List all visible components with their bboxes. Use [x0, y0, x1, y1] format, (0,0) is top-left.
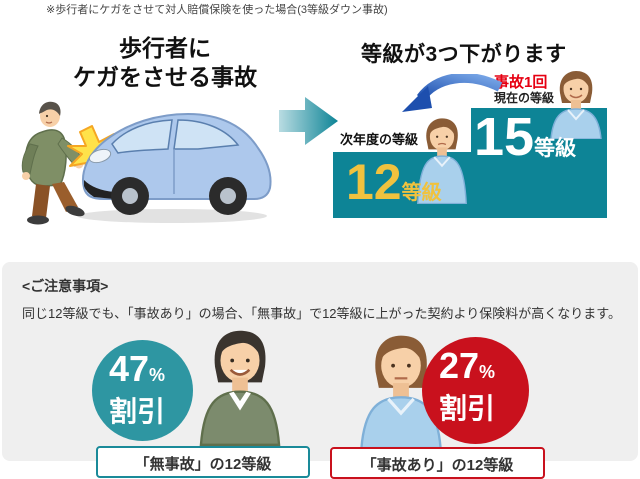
- with-accident-percent: 27: [439, 345, 480, 386]
- with-accident-discount-label: 割引: [439, 393, 496, 424]
- no-accident-discount-text: 47% 割引: [109, 349, 165, 428]
- accident-illustration: [21, 101, 272, 225]
- accident-title-line2: ケガをさせる事故: [73, 64, 257, 90]
- next-grade-number: 12: [346, 154, 402, 210]
- next-grade-value: 12等級: [346, 156, 442, 208]
- no-accident-discount-label: 割引: [109, 396, 166, 427]
- curved-down-arrow-icon: [402, 74, 503, 112]
- person-no-accident: [199, 330, 281, 446]
- person-with-accident: [360, 335, 442, 448]
- no-accident-discount-badge: 47% 割引: [92, 340, 193, 441]
- no-accident-caption: 「無事故」の12等級: [96, 446, 310, 478]
- with-accident-caption: 「事故あり」の12等級: [330, 447, 545, 479]
- accident-title: 歩行者に ケガをさせる事故: [50, 34, 280, 92]
- person-current-grade: [550, 71, 602, 139]
- notice-panel: <ご注意事項> 同じ12等級でも、「事故あり」の場合、「無事故」で12等級に上が…: [2, 262, 638, 479]
- with-accident-percent-sign: %: [479, 362, 496, 382]
- current-grade-label: 現在の等級: [494, 91, 555, 105]
- next-grade-unit: 等級: [401, 182, 442, 204]
- no-accident-percent-sign: %: [149, 365, 166, 385]
- top-note: ※歩行者にケガをさせて対人賠償保険を使った場合(3等級ダウン事故): [46, 4, 388, 16]
- right-block-arrow-icon: [279, 97, 338, 145]
- accident-count-label: 事故1回: [494, 74, 548, 91]
- grade-drop-title: 等級が3つ下がります: [361, 43, 567, 66]
- current-grade-value: 15等級: [474, 108, 576, 166]
- no-accident-percent: 47: [109, 348, 150, 389]
- person-next-grade: [417, 118, 467, 204]
- current-grade-number: 15: [474, 107, 535, 167]
- next-year-label: 次年度の等級: [340, 132, 419, 147]
- car-illustration: [82, 112, 272, 215]
- accident-title-line1: 歩行者に: [119, 35, 211, 61]
- pedestrian-illustration: [21, 101, 85, 225]
- notice-heading: <ご注意事項>: [22, 278, 109, 294]
- with-accident-discount-badge: 27% 割引: [422, 337, 529, 444]
- with-accident-discount-text: 27% 割引: [439, 346, 495, 425]
- current-grade-unit: 等級: [534, 137, 577, 160]
- notice-body: 同じ12等級でも、「事故あり」の場合、「無事故」で12等級に上がった契約より保険…: [22, 306, 621, 321]
